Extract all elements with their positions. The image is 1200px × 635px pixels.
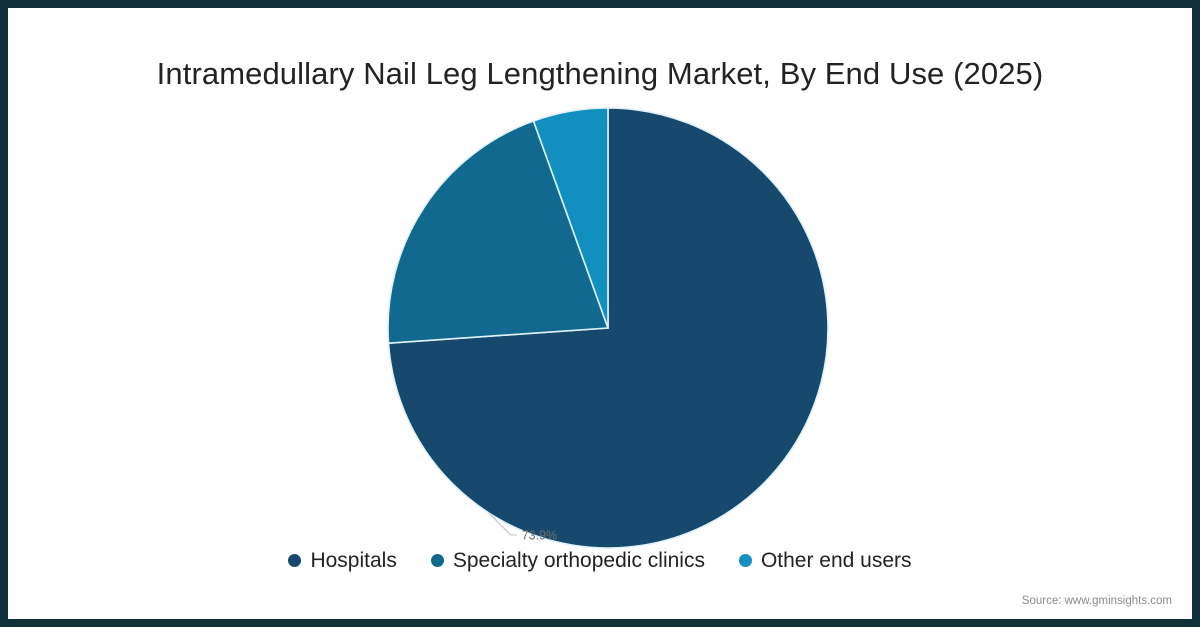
leader-line xyxy=(488,512,517,536)
legend-item-hospitals[interactable]: Hospitals xyxy=(288,549,397,572)
pie-chart-svg: 73.9% xyxy=(387,107,829,549)
leader-line-group xyxy=(488,512,517,536)
page-title: Intramedullary Nail Leg Lengthening Mark… xyxy=(156,56,1044,91)
legend-item-other-end-users[interactable]: Other end users xyxy=(738,549,912,572)
legend-swatch-icon xyxy=(738,554,752,567)
legend-item-specialty-orthopedic-clinics[interactable]: Specialty orthopedic clinics xyxy=(430,549,705,572)
chart-legend: Hospitals Specialty orthopedic clinics O… xyxy=(8,550,1192,571)
legend-item-label: Specialty orthopedic clinics xyxy=(452,549,705,572)
legend-item-label: Other end users xyxy=(760,549,912,572)
legend-swatch-icon xyxy=(288,554,302,567)
source-attribution: Source: www.gminsights.com xyxy=(1021,595,1172,607)
pie-slices-group xyxy=(387,107,829,549)
pie-slice[interactable] xyxy=(532,107,609,329)
legend-item-label: Hospitals xyxy=(310,549,397,572)
pie-chart-area: 73.9% xyxy=(8,8,1200,635)
legend-swatch-icon xyxy=(430,554,444,567)
slice-value-label: 73.9% xyxy=(522,528,557,542)
